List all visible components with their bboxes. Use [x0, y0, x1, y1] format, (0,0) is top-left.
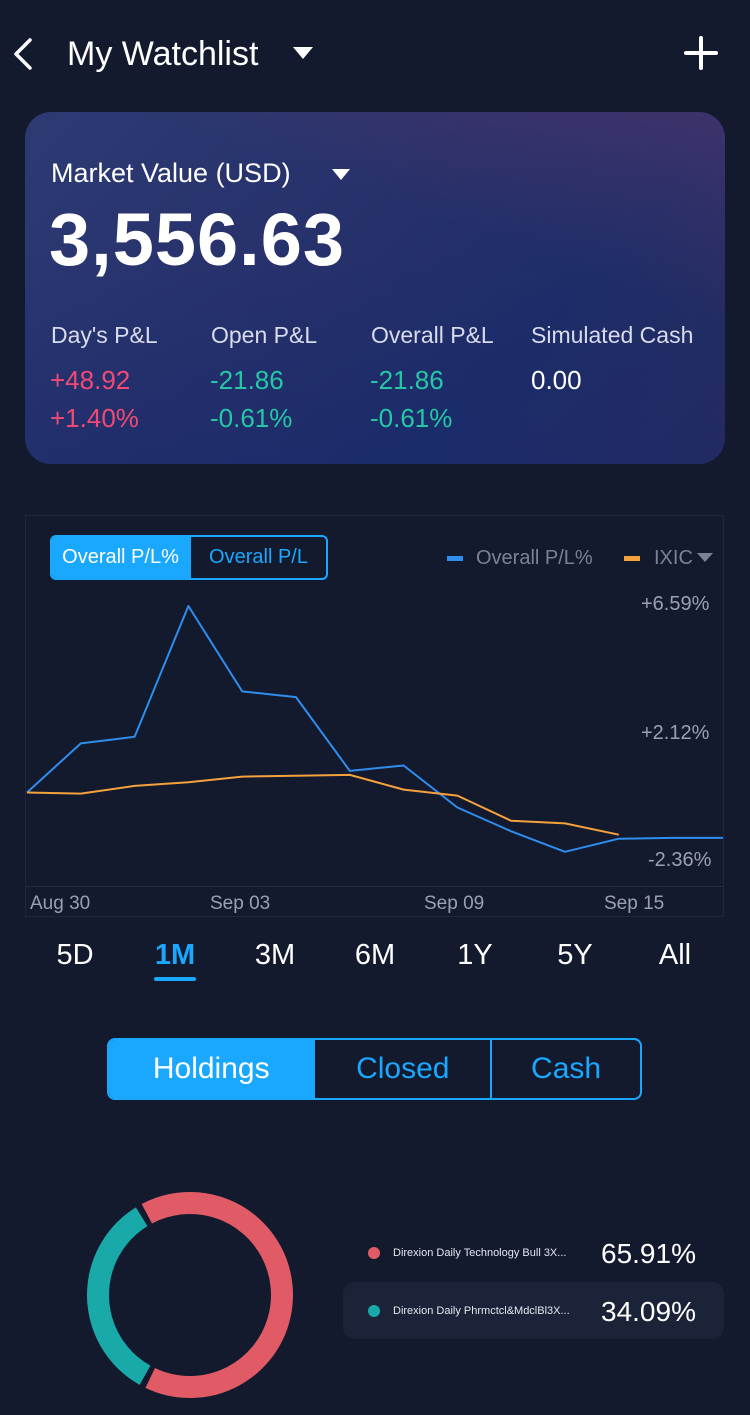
period-1m[interactable]: 1M	[154, 939, 196, 971]
add-icon[interactable]	[684, 36, 718, 70]
simulated-cash-value: 0.00	[531, 365, 582, 395]
legend-overall-pl-percent: Overall P/L%	[476, 547, 593, 569]
tab-holdings[interactable]: Holdings	[109, 1040, 314, 1098]
legend-swatch-overall	[447, 556, 463, 561]
active-period-indicator	[154, 977, 196, 981]
market-value-card: Market Value (USD) 3,556.63 Day's P&L +4…	[25, 112, 725, 464]
chart-mode-toggle: Overall P/L% Overall P/L	[50, 535, 328, 580]
holding-color-dot	[368, 1247, 380, 1259]
holdings-tabs: Holdings Closed Cash	[107, 1038, 642, 1100]
period-all[interactable]: All	[658, 939, 692, 971]
tab-cash[interactable]: Cash	[490, 1040, 640, 1098]
tab-closed[interactable]: Closed	[313, 1040, 490, 1098]
open-pl-label: Open P&L	[211, 322, 318, 348]
currency-dropdown-icon[interactable]	[332, 169, 350, 180]
watchlist-dropdown-icon[interactable]	[293, 47, 313, 59]
toggle-overall-pl-percent[interactable]: Overall P/L%	[52, 537, 189, 578]
legend-ixic[interactable]: IXIC	[654, 547, 693, 569]
holding-percent: 65.91%	[601, 1238, 696, 1269]
market-value-label: Market Value (USD)	[51, 158, 291, 188]
days-pl-percent: +1.40%	[50, 403, 139, 433]
x-tick-label: Aug 30	[30, 893, 91, 914]
series-line-ixic	[26, 773, 620, 836]
line-plot	[26, 605, 723, 853]
open-pl-value: -21.86	[210, 365, 284, 395]
holding-percent: 34.09%	[601, 1296, 696, 1327]
legend-swatch-ixic	[624, 556, 640, 561]
period-5y[interactable]: 5Y	[557, 939, 593, 971]
y-tick-label: -2.36%	[648, 849, 712, 871]
page-title[interactable]: My Watchlist	[67, 35, 259, 73]
x-tick-label: Sep 09	[424, 893, 485, 914]
y-tick-label: +6.59%	[641, 593, 710, 615]
market-value-amount: 3,556.63	[49, 198, 346, 281]
holding-row[interactable]: Direxion Daily Technology Bull 3X... 65.…	[343, 1225, 724, 1282]
simulated-cash-label: Simulated Cash	[531, 322, 694, 348]
x-tick-label: Sep 15	[604, 893, 665, 914]
period-3m[interactable]: 3M	[254, 939, 296, 971]
holding-name: Direxion Daily Technology Bull 3X...	[393, 1247, 567, 1259]
holding-row[interactable]: Direxion Daily Phrmctcl&MdclBl3X... 34.0…	[343, 1282, 724, 1339]
benchmark-dropdown-icon[interactable]	[697, 553, 713, 562]
open-pl-percent: -0.61%	[210, 403, 293, 433]
overall-pl-value: -21.86	[370, 365, 444, 395]
days-pl-value: +48.92	[50, 365, 131, 395]
holding-color-dot	[368, 1305, 380, 1317]
x-tick-label: Sep 03	[210, 893, 271, 914]
holdings-donut-chart	[86, 1192, 294, 1398]
overall-pl-label: Overall P&L	[371, 322, 494, 348]
days-pl-label: Day's P&L	[51, 322, 158, 348]
y-tick-label: +2.12%	[641, 722, 710, 744]
back-arrow-icon[interactable]	[10, 36, 38, 72]
holding-name: Direxion Daily Phrmctcl&MdclBl3X...	[393, 1305, 570, 1317]
period-1y[interactable]: 1Y	[457, 939, 493, 971]
series-line-overall-pl-percent	[26, 605, 723, 853]
period-5d[interactable]: 5D	[56, 939, 94, 971]
x-axis-line	[26, 886, 723, 887]
performance-chart	[25, 515, 724, 917]
overall-pl-percent: -0.61%	[370, 403, 453, 433]
toggle-overall-pl[interactable]: Overall P/L	[189, 537, 326, 578]
period-6m[interactable]: 6M	[354, 939, 396, 971]
donut-slice	[86, 1192, 293, 1398]
